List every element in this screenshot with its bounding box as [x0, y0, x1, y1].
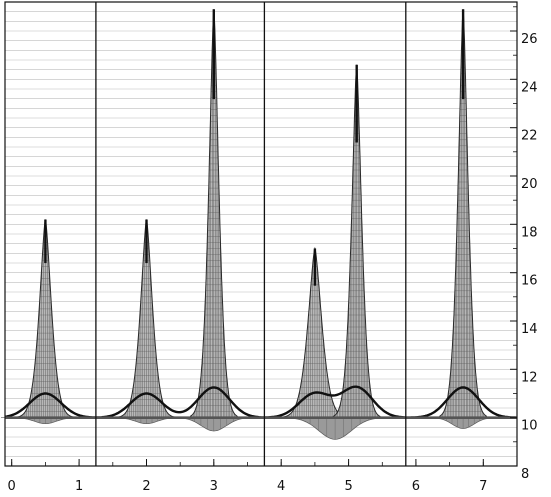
- smooth-curves: [4, 385, 517, 420]
- x-tick-label: 1: [75, 479, 83, 494]
- y-tick-label: 8: [521, 467, 529, 482]
- x-tick-label: 3: [210, 479, 218, 494]
- panel-dividers: [95, 2, 407, 466]
- smooth-curve-3: [405, 386, 517, 419]
- plot-frame: [4, 1, 518, 467]
- smooth-curve-1: [95, 386, 265, 419]
- troughs: [1, 417, 508, 440]
- y-tick-label: 22: [521, 129, 538, 144]
- smooth-curve-0: [4, 392, 96, 419]
- x-tick-label: 6: [412, 479, 420, 494]
- y-tick-label: 26: [521, 32, 538, 47]
- y-tick-label: 12: [521, 370, 538, 385]
- smooth-curve-2: [264, 385, 406, 419]
- y-tick-label: 14: [521, 322, 538, 337]
- x-tick-label: 4: [277, 479, 285, 494]
- grid: [5, 1, 517, 457]
- x-tick-label: 5: [344, 479, 352, 494]
- x-tick-label: 0: [8, 479, 16, 494]
- y-tick-label: 18: [521, 225, 538, 240]
- y-tick-label: 10: [521, 419, 538, 434]
- y-tick-label: 16: [521, 274, 538, 289]
- peaks: [17, 9, 488, 418]
- y-tick-label: 24: [521, 80, 538, 95]
- x-tick-label: 7: [479, 479, 487, 494]
- y-tick-label: 20: [521, 177, 538, 192]
- x-tick-label: 2: [142, 479, 150, 494]
